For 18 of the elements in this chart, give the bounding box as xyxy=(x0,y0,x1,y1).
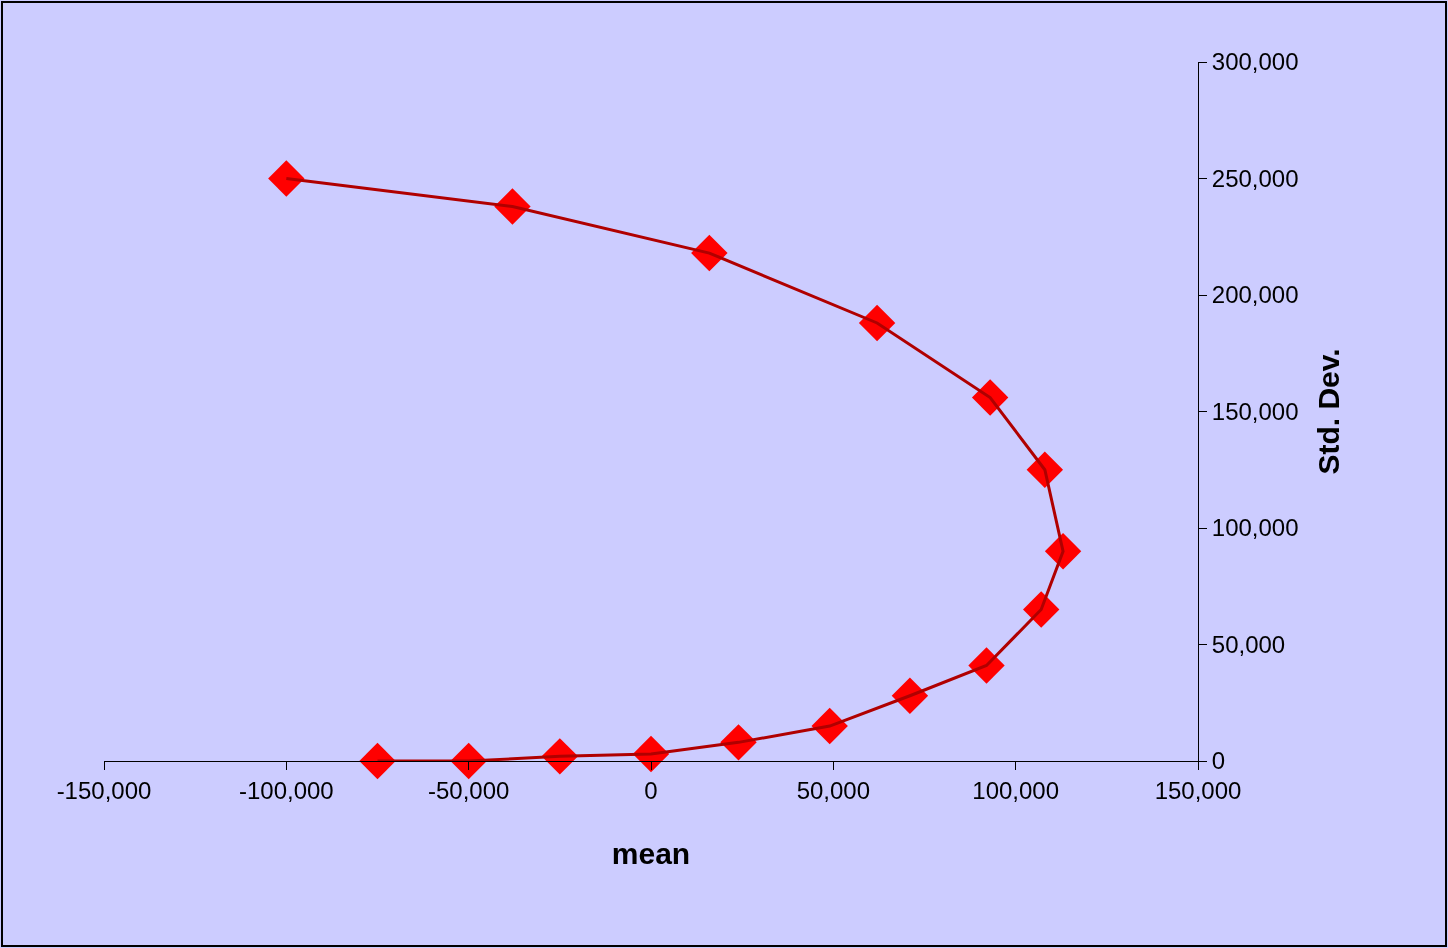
x-tick-label: 50,000 xyxy=(796,776,871,804)
point xyxy=(359,742,396,780)
x-tick-label: 0 xyxy=(644,776,658,804)
y-tick-label: 100,000 xyxy=(1211,514,1299,542)
y-tick-label: 50,000 xyxy=(1211,630,1286,658)
y-tick-label: 150,000 xyxy=(1211,397,1299,425)
y-tick-label: 200,000 xyxy=(1211,281,1299,309)
y-axis-title: Std. Dev. xyxy=(1312,348,1346,475)
x-tick-label: 150,000 xyxy=(1154,776,1242,804)
x-tick-label: -50,000 xyxy=(427,776,510,804)
x-tick-label: -100,000 xyxy=(238,776,334,804)
point xyxy=(268,160,305,197)
x-axis-title: mean xyxy=(611,837,691,871)
y-tick-label: 0 xyxy=(1211,747,1226,775)
y-tick-label: 300,000 xyxy=(1211,48,1299,76)
x-tick-label: 100,000 xyxy=(972,776,1060,804)
y-tick-label: 250,000 xyxy=(1211,164,1299,192)
x-tick-label: -150,000 xyxy=(56,776,152,804)
